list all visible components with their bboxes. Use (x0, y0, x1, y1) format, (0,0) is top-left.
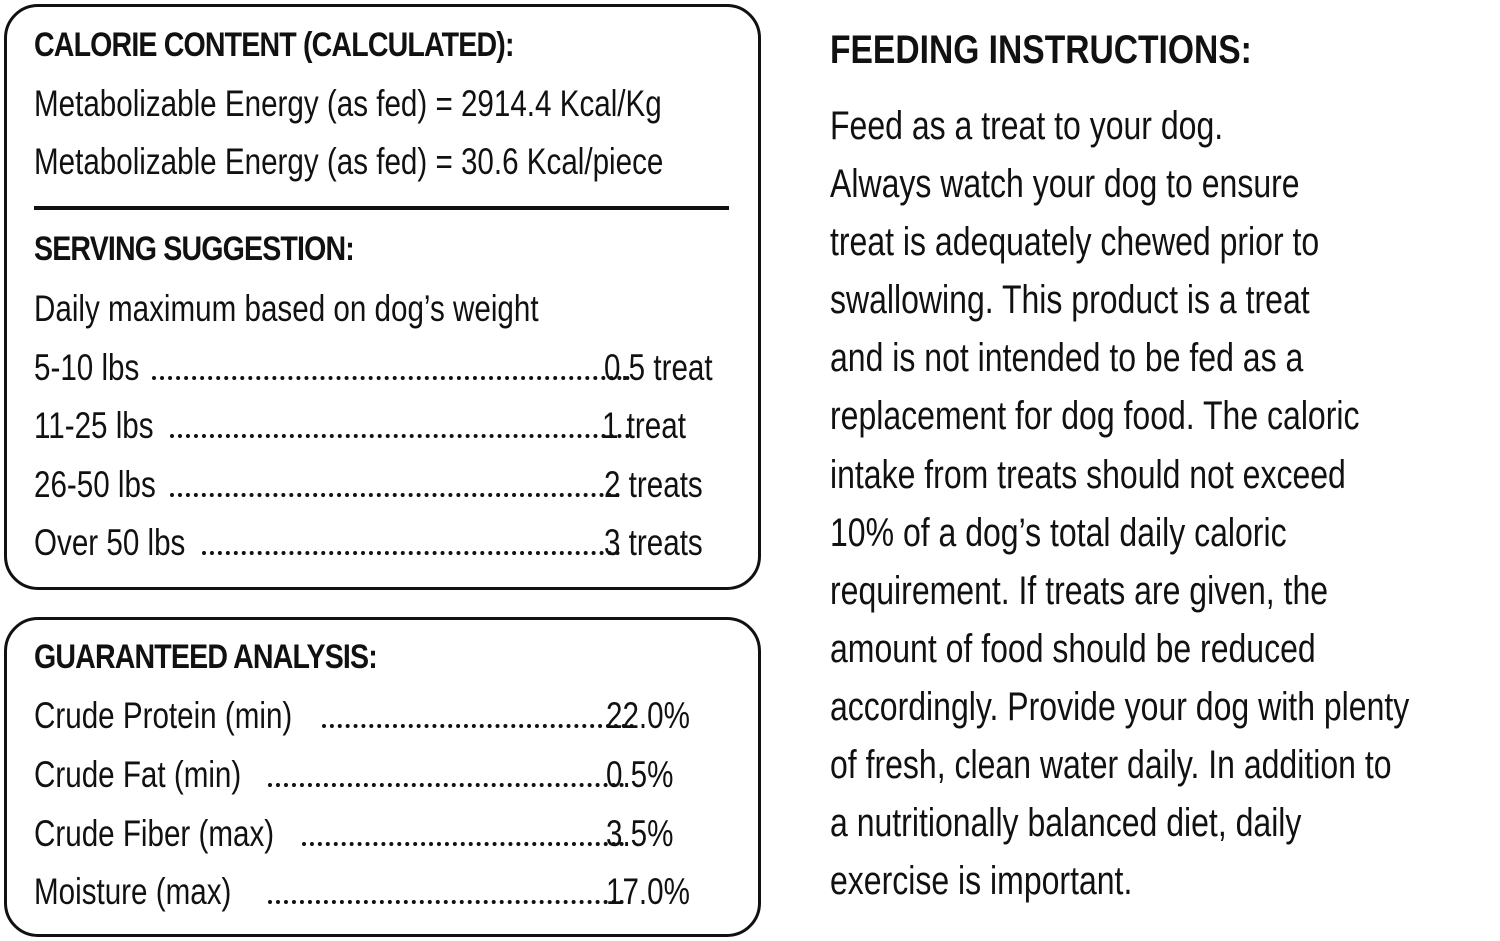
calorie-serving-panel (4, 4, 761, 590)
analysis-row-percent: 22.0% (606, 695, 690, 736)
feeding-text-line: intake from treats should not exceed (830, 453, 1346, 497)
serving-row: 11-25 lbs 1 treat (34, 404, 734, 448)
analysis-row: Crude Fat (min) 0.5% (34, 753, 734, 797)
feeding-text-line: amount of food should be reduced (830, 627, 1316, 671)
feeding-text-line: exercise is important. (830, 859, 1133, 903)
dot-leader (170, 493, 620, 497)
calorie-content-heading: CALORIE CONTENT (CALCULATED): (34, 26, 514, 64)
feeding-text-line: 10% of a dog’s total daily caloric (830, 511, 1287, 555)
serving-row-amount: 2 treats (604, 464, 703, 505)
guaranteed-analysis-heading: GUARANTEED ANALYSIS: (34, 638, 378, 676)
analysis-row-nutrient: Moisture (max) (34, 871, 232, 912)
feeding-text-line: and is not intended to be fed as a (830, 336, 1304, 380)
feeding-text-line: accordingly. Provide your dog with plent… (830, 685, 1410, 729)
serving-row-weight: Over 50 lbs (34, 522, 186, 563)
serving-row-weight: 26-50 lbs (34, 464, 156, 505)
serving-row-weight: 11-25 lbs (34, 405, 154, 446)
feeding-text-line: a nutritionally balanced diet, daily (830, 801, 1302, 845)
dot-leader (170, 434, 630, 438)
analysis-row: Crude Protein (min) 22.0% (34, 694, 734, 738)
analysis-row-nutrient: Crude Fiber (max) (34, 813, 275, 854)
energy-per-kg-line: Metabolizable Energy (as fed) = 2914.4 K… (34, 83, 662, 124)
feeding-text-line: of fresh, clean water daily. In addition… (830, 743, 1392, 787)
feeding-text-line: replacement for dog food. The caloric (830, 394, 1360, 438)
dot-leader (268, 900, 624, 904)
serving-row-amount: 3 treats (604, 522, 703, 563)
feeding-text-line: treat is adequately chewed prior to (830, 220, 1320, 264)
feeding-text-line: requirement. If treats are given, the (830, 569, 1329, 613)
section-divider (34, 206, 729, 210)
serving-row-weight: 5-10 lbs (34, 347, 140, 388)
serving-suggestion-heading: SERVING SUGGESTION: (34, 230, 355, 268)
analysis-row: Moisture (max) 17.0% (34, 870, 734, 914)
dot-leader (152, 376, 630, 380)
serving-row-amount: 0.5 treat (604, 347, 713, 388)
analysis-row-percent: 17.0% (606, 871, 690, 912)
serving-intro: Daily maximum based on dog’s weight (34, 288, 539, 329)
analysis-row-percent: 3.5% (606, 813, 674, 854)
serving-row: 26-50 lbs 2 treats (34, 463, 734, 507)
analysis-row-nutrient: Crude Protein (min) (34, 695, 293, 736)
feeding-text-line: swallowing. This product is a treat (830, 278, 1310, 322)
analysis-row-nutrient: Crude Fat (min) (34, 754, 242, 795)
serving-row-amount: 1 treat (602, 405, 686, 446)
feeding-instructions-heading: FEEDING INSTRUCTIONS: (830, 28, 1252, 72)
dot-leader (302, 842, 624, 846)
guaranteed-analysis-panel (4, 617, 761, 937)
analysis-row-percent: 0.5% (606, 754, 674, 795)
dot-leader (202, 551, 620, 555)
dot-leader (322, 724, 634, 728)
serving-row: 5-10 lbs 0.5 treat (34, 346, 734, 390)
feeding-text-line: Feed as a treat to your dog. (830, 104, 1224, 148)
dot-leader (268, 783, 624, 787)
feeding-text-line: Always watch your dog to ensure (830, 162, 1300, 206)
analysis-row: Crude Fiber (max) 3.5% (34, 812, 734, 856)
energy-per-piece-line: Metabolizable Energy (as fed) = 30.6 Kca… (34, 141, 664, 182)
serving-row: Over 50 lbs 3 treats (34, 521, 734, 565)
